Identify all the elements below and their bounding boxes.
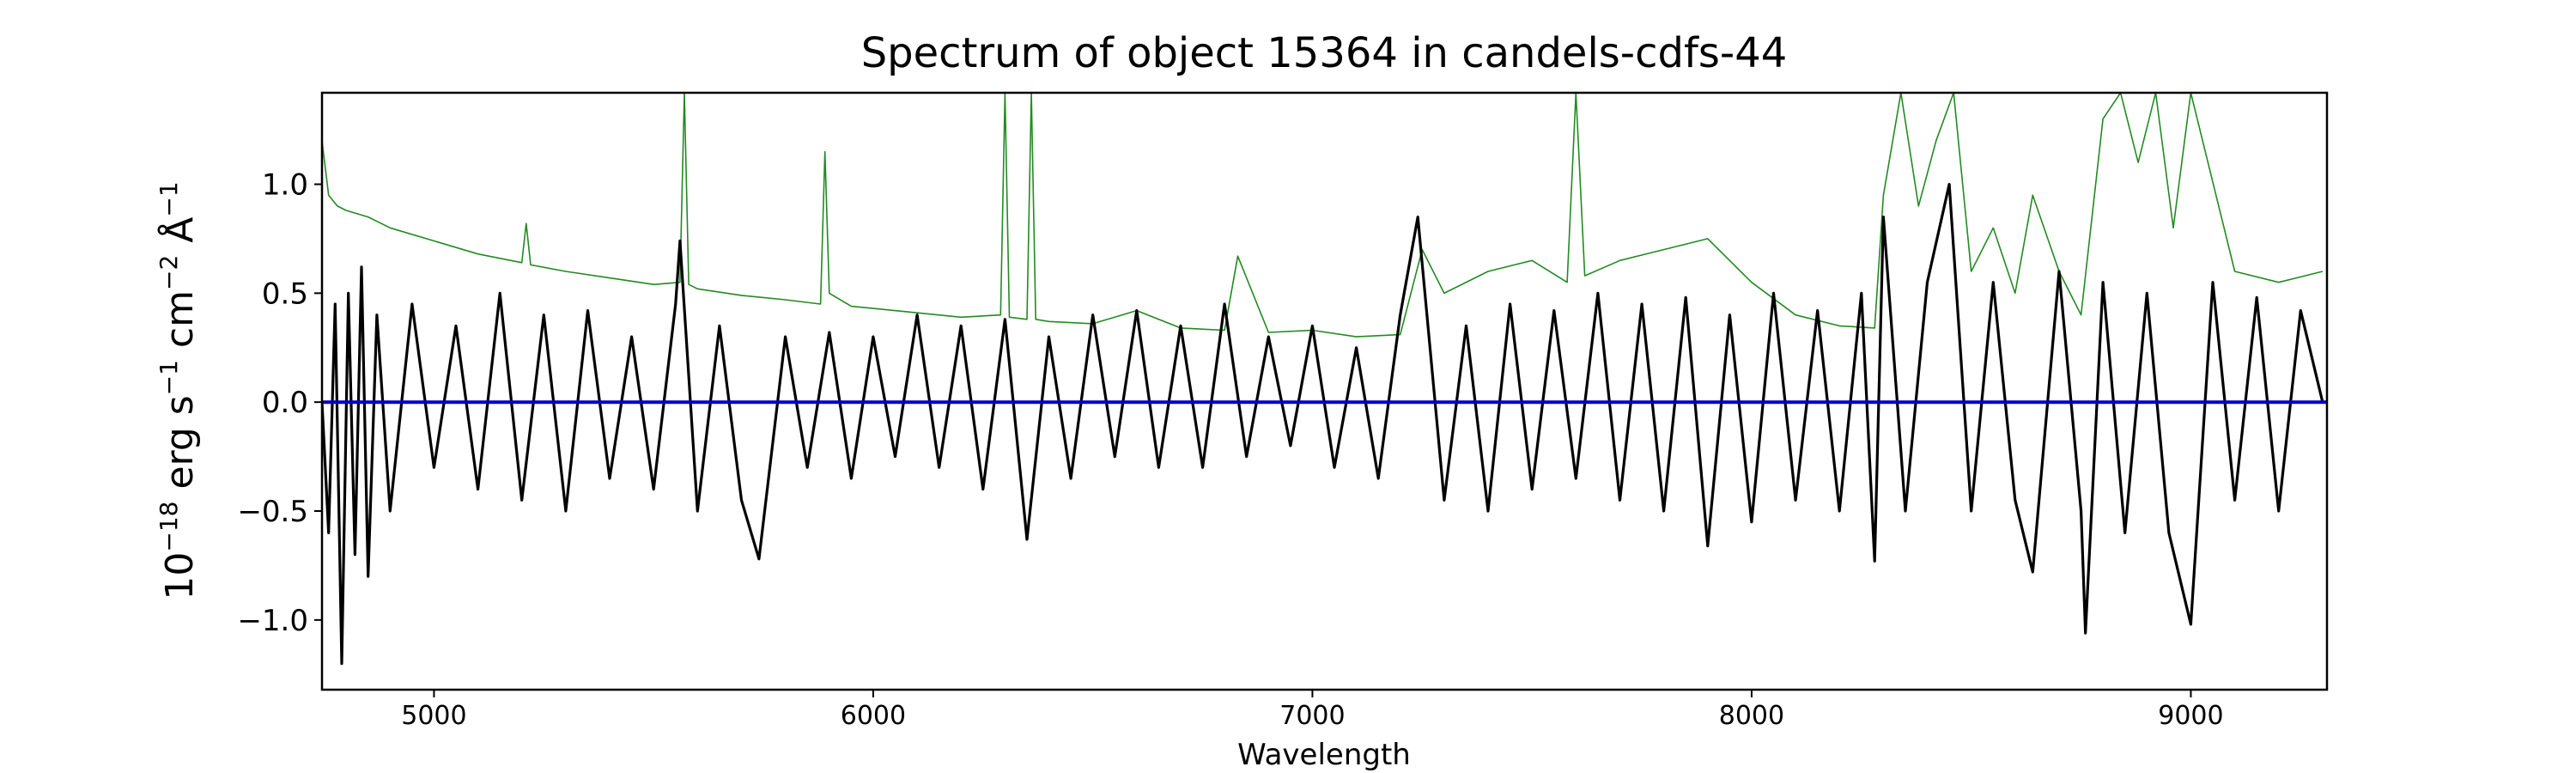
x-tick-label: 9000 (2158, 701, 2223, 731)
y-axis-label: 10−18 erg s−1 cm−2 Å−1 (155, 181, 202, 600)
x-axis-ticks: 5000 6000 7000 8000 9000 (401, 690, 2224, 731)
y-label-exp4: −1 (155, 181, 183, 216)
x-tick-label: 6000 (841, 701, 906, 731)
plot-frame (320, 91, 2329, 691)
data-layer (322, 93, 2327, 666)
y-label-exp1: −18 (155, 502, 183, 552)
chart-title: Spectrum of object 15364 in candels-cdfs… (861, 29, 1788, 77)
x-tick-label: 8000 (1719, 701, 1784, 731)
y-tick-label: 0.5 (262, 277, 308, 311)
y-label-mid2: cm (158, 290, 202, 360)
x-axis-label: Wavelength (1237, 738, 1411, 772)
y-tick-label: 0.0 (262, 386, 308, 420)
y-tick-label: −1.0 (237, 604, 308, 638)
y-label-mid1: erg s (158, 395, 202, 501)
y-label-mid3: Å (156, 217, 202, 255)
y-axis-ticks: −1.0 −0.5 0.0 0.5 1.0 (237, 168, 322, 638)
y-label-exp3: −2 (155, 255, 183, 290)
y-label-base: 10 (158, 552, 202, 600)
y-label-exp2: −1 (155, 360, 183, 395)
x-tick-label: 5000 (401, 701, 466, 731)
flux-series-line (322, 182, 2324, 666)
y-tick-label: −0.5 (237, 495, 308, 529)
x-tick-label: 7000 (1279, 701, 1345, 731)
error-series-line (322, 93, 2324, 338)
y-tick-label: 1.0 (262, 168, 308, 203)
